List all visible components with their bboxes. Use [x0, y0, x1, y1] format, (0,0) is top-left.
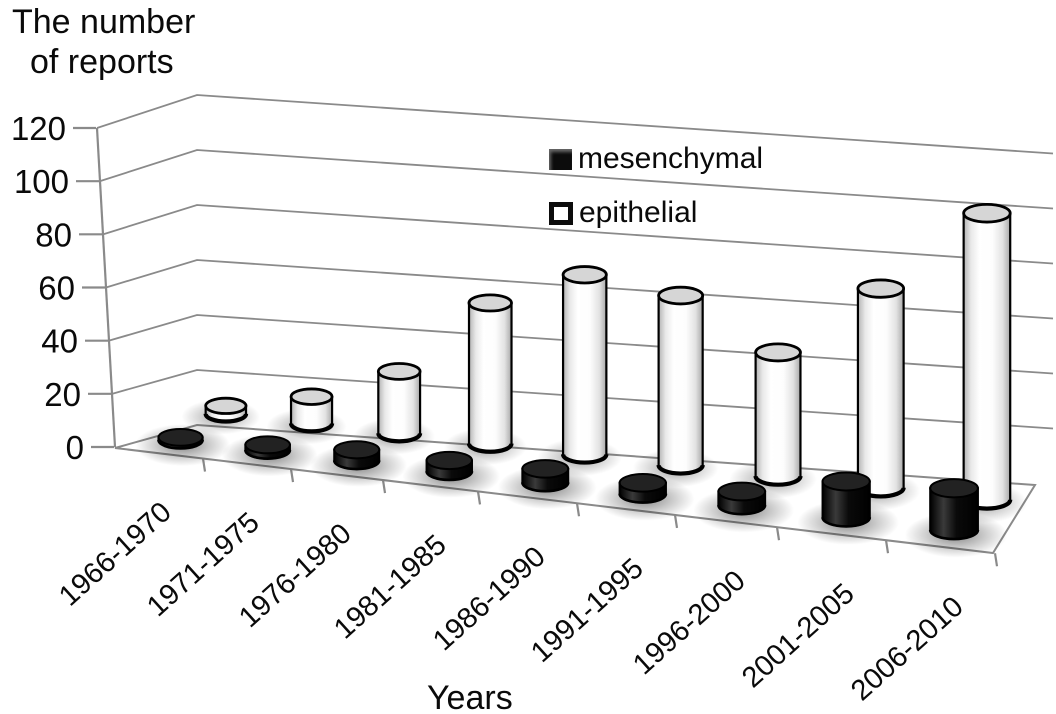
x-tick [673, 514, 679, 529]
cylinder-top [467, 293, 513, 313]
cylinder-top [618, 473, 667, 493]
cylinder-body [377, 370, 422, 443]
y-tick-label: 120 [11, 110, 66, 147]
bar-epithelial-1991-1995 [656, 285, 705, 476]
category-label-2006-2010: 2006-2010 [845, 591, 969, 708]
cylinder-bottom-rim [203, 413, 249, 424]
bar-epithelial-1996-2000 [753, 342, 803, 487]
cylinder-top [204, 396, 248, 415]
cylinder-bottom-rim [753, 475, 803, 487]
chart-title-line1: The number [12, 3, 196, 41]
cylinder-body [754, 351, 802, 486]
bar-epithelial-1966-1970 [203, 396, 249, 424]
cylinder-bottom-rim [928, 529, 980, 541]
y-tick-label: 80 [35, 216, 72, 253]
gridline-120 [96, 94, 1054, 155]
x-axis-title: Years [427, 679, 513, 714]
bar-mesenchymal-2006-2010 [928, 478, 980, 541]
y-tick-label: 60 [38, 270, 75, 307]
bar-mesenchymal-1976-1980 [332, 440, 381, 471]
cylinder-top [962, 202, 1012, 224]
cylinder-top [929, 478, 979, 499]
bar-mesenchymal-1981-1985 [425, 450, 474, 482]
cylinder-top [717, 481, 767, 502]
cylinder-bottom-rim [656, 464, 705, 476]
chart-title-line2: of reports [30, 43, 174, 81]
cylinder-top [561, 265, 608, 285]
cylinder-body [962, 212, 1012, 510]
x-tick [575, 503, 581, 517]
bar-mesenchymal-1991-1995 [618, 473, 668, 504]
cylinder-top [657, 285, 705, 306]
cylinder-bottom-rim [332, 460, 381, 471]
legend-label-epithelial: epithelial [579, 196, 698, 229]
y-axis [95, 127, 117, 448]
legend-label-mesenchymal: mesenchymal [578, 142, 764, 175]
bar-epithelial-1981-1985 [466, 293, 514, 454]
bar-mesenchymal-1996-2000 [717, 481, 767, 516]
cylinder-body [856, 287, 905, 498]
cylinder-top [425, 450, 473, 471]
x-tick [884, 540, 890, 554]
y-tick-label: 20 [44, 376, 81, 413]
cylinder-bottom-rim [376, 432, 423, 444]
cylinder-bottom-rim [466, 443, 514, 454]
cylinder-top [856, 278, 906, 299]
legend: mesenchymal epithelial [549, 142, 764, 252]
cylinder-bottom-rim [244, 449, 292, 460]
cylinder-body [657, 294, 704, 475]
y-tick-label: 0 [66, 429, 84, 466]
cylinder-top [754, 342, 802, 363]
cylinder-body [561, 273, 608, 464]
cylinder-bottom-rim [560, 453, 609, 465]
category-label-1996-2000: 1996-2000 [627, 565, 751, 682]
cylinder-top [244, 435, 291, 455]
cylinder-bottom-rim [425, 471, 474, 482]
cylinder-bottom-rim [717, 505, 767, 516]
bar-mesenchymal-2001-2005 [821, 471, 872, 528]
gridline-80 [102, 204, 1054, 265]
legend-item-epithelial: epithelial [549, 196, 763, 229]
gridline-60 [105, 259, 1054, 320]
bar-epithelial-1971-1975 [288, 387, 335, 434]
cylinder-top [157, 427, 204, 447]
bar-mesenchymal-1971-1975 [244, 435, 292, 460]
filled-square-icon [549, 148, 572, 170]
cylinder-top [821, 471, 871, 492]
bar-epithelial-1986-1990 [560, 265, 609, 465]
x-tick [993, 553, 999, 567]
x-tick [775, 527, 781, 541]
cylinder-bottom-rim [521, 482, 570, 493]
bar-mesenchymal-1986-1990 [521, 459, 570, 493]
cylinder-top [376, 362, 422, 381]
bar-epithelial-1976-1980 [376, 362, 423, 444]
bar-epithelial-2006-2010 [961, 202, 1013, 511]
cylinder-bottom-rim [618, 493, 668, 504]
cylinder-body [467, 301, 513, 453]
cylinder-top [521, 459, 570, 479]
legend-item-mesenchymal: mesenchymal [549, 142, 764, 175]
cylinder-bottom-rim [157, 439, 204, 450]
category-label-2001-2005: 2001-2005 [736, 578, 860, 695]
cylinder-top [289, 387, 334, 406]
bar-epithelial-2001-2005 [855, 278, 906, 499]
open-square-icon [549, 201, 573, 225]
cylinder-bottom-rim [821, 517, 872, 528]
gridline-100 [99, 149, 1054, 210]
cylinder-top [333, 440, 381, 460]
bar-mesenchymal-1966-1970 [157, 427, 204, 450]
y-tick-label: 100 [14, 163, 69, 200]
y-tick-label: 40 [41, 323, 78, 360]
cylinder-bottom-rim [288, 423, 335, 434]
chart-title: The number of reports [12, 2, 195, 82]
